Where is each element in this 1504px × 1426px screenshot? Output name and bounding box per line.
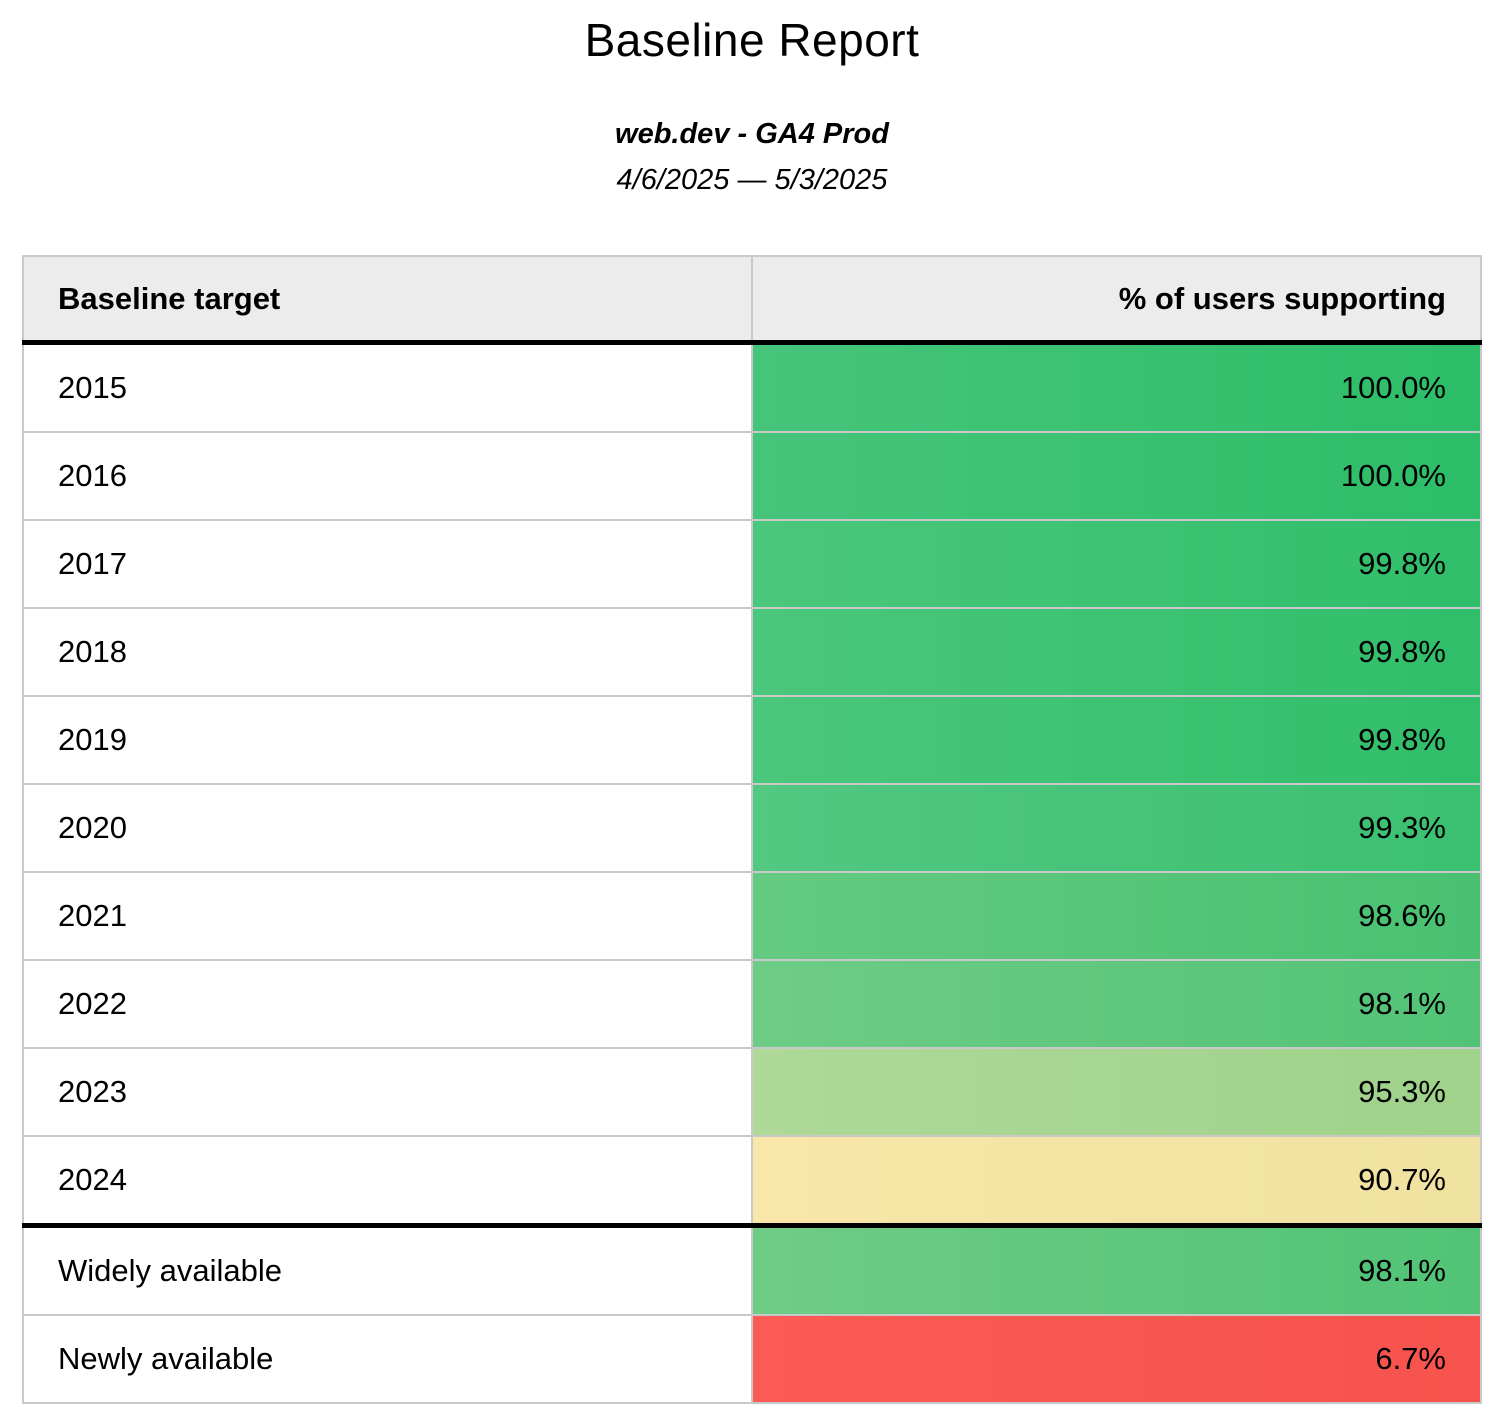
baseline-target-cell: 2017: [22, 519, 753, 609]
table-row: 2024 90.7%: [22, 1135, 1482, 1228]
baseline-target-cell: 2016: [22, 431, 753, 521]
percent-value-cell: 100.0%: [751, 431, 1482, 521]
column-header-baseline-target: Baseline target: [22, 255, 753, 345]
baseline-target-cell: 2015: [22, 341, 753, 433]
baseline-target-cell: 2020: [22, 783, 753, 873]
baseline-target-cell: 2024: [22, 1135, 753, 1228]
table-row: 2019 99.8%: [22, 695, 1482, 785]
table-row: 2017 99.8%: [22, 519, 1482, 609]
table-row: 2015 100.0%: [22, 341, 1482, 433]
baseline-target-cell: 2021: [22, 871, 753, 961]
table-header-row: Baseline target % of users supporting: [22, 255, 1482, 345]
table-row: 2018 99.8%: [22, 607, 1482, 697]
table-body: 2015 100.0% 2016 100.0% 2017 99.8% 2018 99.8% 20…: [22, 341, 1482, 1404]
percent-value-cell: 99.8%: [751, 607, 1482, 697]
baseline-target-cell: Widely available: [22, 1224, 753, 1316]
percent-value-cell: 99.3%: [751, 783, 1482, 873]
percent-value-cell: 95.3%: [751, 1047, 1482, 1137]
percent-value-cell: 100.0%: [751, 341, 1482, 433]
percent-value-cell: 99.8%: [751, 519, 1482, 609]
baseline-target-cell: 2022: [22, 959, 753, 1049]
percent-value-cell: 6.7%: [751, 1314, 1482, 1404]
column-header-percent-users: % of users supporting: [751, 255, 1482, 345]
table-row: Newly available 6.7%: [22, 1314, 1482, 1404]
table-row: 2021 98.6%: [22, 871, 1482, 961]
report-subtitle: web.dev - GA4 Prod: [615, 118, 889, 150]
baseline-target-cell: Newly available: [22, 1314, 753, 1404]
percent-value-cell: 99.8%: [751, 695, 1482, 785]
table-row: 2022 98.1%: [22, 959, 1482, 1049]
baseline-target-cell: 2018: [22, 607, 753, 697]
table-row: 2023 95.3%: [22, 1047, 1482, 1137]
baseline-table: Baseline target % of users supporting 20…: [22, 255, 1482, 1404]
report-header: Baseline Report web.dev - GA4 Prod 4/6/2…: [0, 14, 1504, 198]
percent-value-cell: 98.6%: [751, 871, 1482, 961]
baseline-target-cell: 2023: [22, 1047, 753, 1137]
report-date-range: 4/6/2025 — 5/3/2025: [616, 164, 888, 196]
baseline-target-cell: 2019: [22, 695, 753, 785]
page-title: Baseline Report: [584, 14, 920, 66]
percent-value-cell: 90.7%: [751, 1135, 1482, 1228]
table-row: 2016 100.0%: [22, 431, 1482, 521]
percent-value-cell: 98.1%: [751, 1224, 1482, 1316]
percent-value-cell: 98.1%: [751, 959, 1482, 1049]
table-row: 2020 99.3%: [22, 783, 1482, 873]
table-row: Widely available 98.1%: [22, 1224, 1482, 1316]
